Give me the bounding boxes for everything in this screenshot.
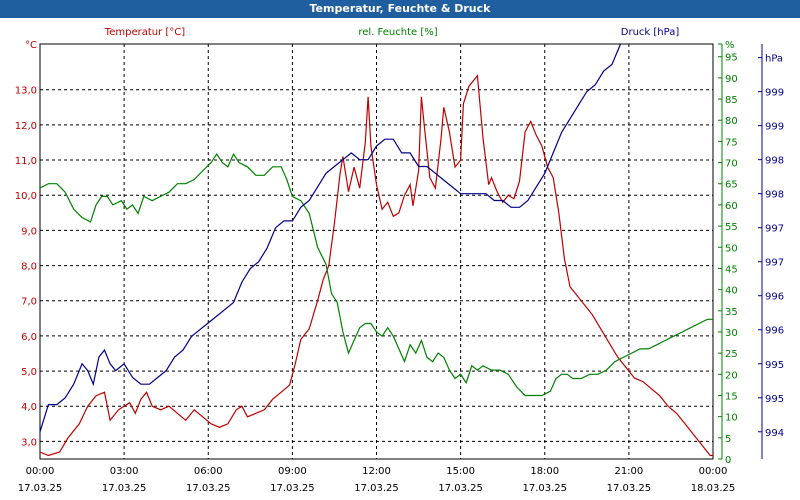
temperature-tick: 11,0 (15, 156, 37, 167)
humidity-tick: 50 (725, 243, 738, 254)
humidity-tick: 30 (725, 328, 738, 339)
x-tick-date: 17.03.25 (18, 483, 63, 494)
grid (40, 44, 713, 459)
series-line-pressure (40, 44, 622, 432)
humidity-tick: 0 (725, 455, 731, 466)
humidity-tick: 90 (725, 74, 738, 85)
x-tick-date: 18.03.25 (691, 483, 736, 494)
x-tick-date: 17.03.25 (354, 483, 399, 494)
humidity-tick: 80 (725, 116, 738, 127)
pressure-tick: hPa (765, 54, 783, 65)
series-line-humidity (40, 152, 713, 397)
x-tick-time: 09:00 (278, 466, 307, 477)
x-tick-date: 17.03.25 (607, 483, 652, 494)
temperature-tick: 8,0 (21, 262, 37, 273)
temperature-tick: 5,0 (21, 367, 37, 378)
humidity-tick: 70 (725, 159, 738, 170)
pressure-tick: 997 (765, 258, 784, 269)
humidity-tick: 40 (725, 286, 738, 297)
pressure-tick: 995 (765, 394, 784, 405)
humidity-tick: 65 (725, 180, 738, 191)
x-tick-date: 17.03.25 (438, 483, 483, 494)
temperature-tick: 3,0 (21, 437, 37, 448)
humidity-tick: 25 (725, 349, 738, 360)
pressure-tick: 999 (765, 122, 784, 133)
axis-labels: Temperatur [°C] rel. Feuchte [%] Druck [hP… (104, 27, 680, 38)
pressure-tick: 996 (765, 326, 784, 337)
humidity-tick: 45 (725, 264, 738, 275)
window-title: Temperatur, Feuchte & Druck (0, 0, 800, 18)
humidity-tick: 5 (725, 434, 731, 445)
series-line-temperature (40, 74, 713, 457)
x-tick-date: 17.03.25 (522, 483, 567, 494)
humidity-tick: 15 (725, 391, 738, 402)
x-tick-date: 17.03.25 (186, 483, 231, 494)
humidity-tick: 55 (725, 222, 738, 233)
pressure-tick: 996 (765, 292, 784, 303)
pressure-tick: 998 (765, 190, 784, 201)
pressure-tick: 999 (765, 88, 784, 99)
humidity-tick: 35 (725, 307, 738, 318)
series-lines (40, 44, 713, 457)
x-tick-date: 17.03.25 (270, 483, 315, 494)
humidity-tick: 85 (725, 95, 738, 106)
humidity-tick: 60 (725, 201, 738, 212)
humidity-tick: % (725, 40, 735, 51)
temperature-tick: 12,0 (15, 121, 37, 132)
humidity-tick: 75 (725, 137, 738, 148)
pressure-tick: 994 (765, 428, 784, 439)
axes: 00:00 17.03.25 03:00 17.03.25 06:00 17.03.25 0… (15, 40, 784, 494)
humidity-axis-label: rel. Feuchte [%] (358, 27, 437, 38)
x-tick-time: 12:00 (362, 466, 391, 477)
x-tick-time: 00:00 (26, 466, 55, 477)
temperature-tick: 4,0 (21, 402, 37, 413)
x-tick-date: 17.03.25 (102, 483, 147, 494)
humidity-tick: 10 (725, 413, 738, 424)
plot-background (39, 43, 714, 460)
pressure-axis-label: Druck [hPa] (621, 27, 680, 38)
temperature-tick: 7,0 (21, 297, 37, 308)
humidity-tick: 20 (725, 370, 738, 381)
humidity-tick: 95 (725, 53, 738, 64)
x-tick-time: 03:00 (110, 466, 139, 477)
x-tick-time: 18:00 (530, 466, 559, 477)
temperature-unit: °C (25, 40, 37, 51)
temperature-tick: 6,0 (21, 332, 37, 343)
x-tick-time: 21:00 (614, 466, 643, 477)
x-tick-time: 15:00 (446, 466, 475, 477)
temperature-tick: 9,0 (21, 226, 37, 237)
temperature-tick: 10,0 (15, 191, 37, 202)
pressure-tick: 997 (765, 224, 784, 235)
x-tick-time: 00:00 (699, 466, 728, 477)
x-tick-time: 06:00 (194, 466, 223, 477)
temperature-axis-label: Temperatur [°C] (104, 27, 185, 38)
pressure-tick: 995 (765, 360, 784, 371)
chart: 00:00 17.03.25 03:00 17.03.25 06:00 17.03.25 0… (15, 27, 784, 494)
temperature-tick: 13,0 (15, 86, 37, 97)
pressure-tick: 998 (765, 156, 784, 167)
